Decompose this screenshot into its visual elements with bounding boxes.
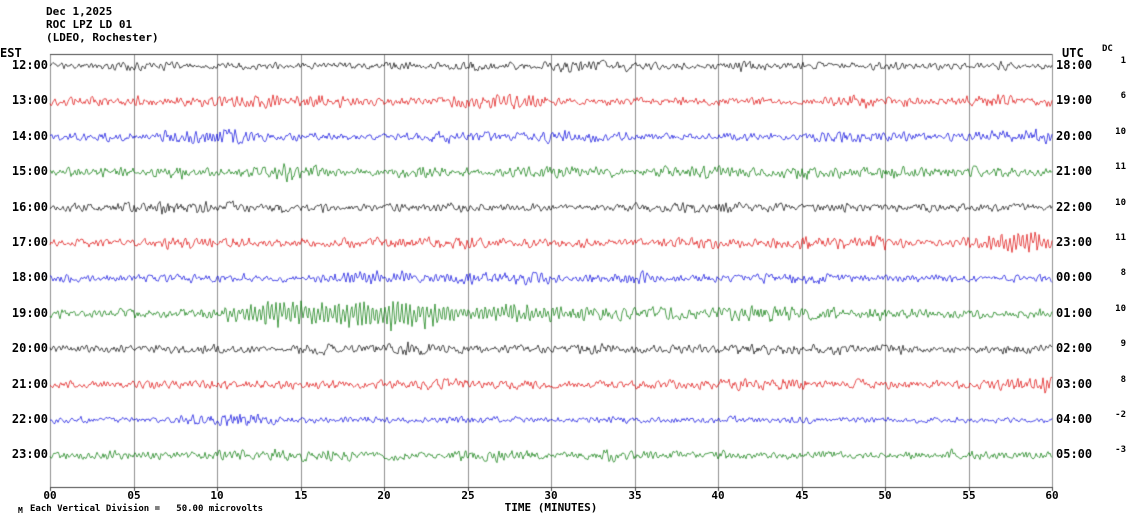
row-dc-value: 11 <box>1115 162 1126 172</box>
header-location: (LDEO, Rochester) <box>46 31 159 44</box>
x-tick-label: 30 <box>544 489 558 502</box>
x-tick-label: 55 <box>962 489 976 502</box>
row-utc-label: 04:00 <box>1056 412 1093 426</box>
row-est-label: 17:00 <box>11 235 48 249</box>
row-est-label: 14:00 <box>11 129 48 143</box>
x-tick-label: 10 <box>210 489 224 502</box>
x-tick-label: 40 <box>711 489 725 502</box>
row-est-label: 15:00 <box>11 164 48 178</box>
row-utc-label: 21:00 <box>1056 164 1093 178</box>
row-est-label: 12:00 <box>11 58 48 72</box>
row-est-label: 21:00 <box>11 377 48 391</box>
x-tick-label: 00 <box>43 489 57 502</box>
x-tick-label: 35 <box>628 489 642 502</box>
header-station: ROC LPZ LD 01 <box>46 18 133 31</box>
x-tick-label: 20 <box>377 489 391 502</box>
row-dc-value: -2 <box>1115 410 1126 420</box>
row-dc-value: 11 <box>1115 233 1126 243</box>
x-tick-label: 15 <box>294 489 308 502</box>
row-utc-label: 05:00 <box>1056 447 1093 461</box>
row-est-label: 16:00 <box>11 200 48 214</box>
row-dc-value: 10 <box>1115 198 1126 208</box>
row-est-label: 20:00 <box>11 341 48 355</box>
row-dc-value: 8 <box>1120 375 1126 385</box>
row-utc-label: 19:00 <box>1056 93 1093 107</box>
row-est-label: 18:00 <box>11 270 48 284</box>
row-utc-label: 02:00 <box>1056 341 1093 355</box>
row-dc-value: -3 <box>1115 445 1126 455</box>
row-dc-value: 9 <box>1120 339 1126 349</box>
x-tick-label: 25 <box>461 489 475 502</box>
x-tick-label: 60 <box>1045 489 1059 502</box>
row-dc-value: 8 <box>1120 268 1126 278</box>
row-utc-label: 22:00 <box>1056 200 1093 214</box>
row-est-label: 23:00 <box>11 447 48 461</box>
scale-note: Each Vertical Division = 50.00 microvolt… <box>30 504 263 514</box>
row-est-label: 13:00 <box>11 93 48 107</box>
row-est-label: 19:00 <box>11 306 48 320</box>
x-tick-label: 05 <box>127 489 141 502</box>
row-utc-label: 03:00 <box>1056 377 1093 391</box>
row-utc-label: 23:00 <box>1056 235 1093 249</box>
row-dc-value: 10 <box>1115 304 1126 314</box>
row-est-label: 22:00 <box>11 412 48 426</box>
row-utc-label: 18:00 <box>1056 58 1093 72</box>
x-axis-title: TIME (MINUTES) <box>504 501 598 514</box>
row-dc-value: 10 <box>1115 127 1126 137</box>
dc-axis-label: DC <box>1102 44 1113 54</box>
row-utc-label: 20:00 <box>1056 129 1093 143</box>
row-utc-label: 01:00 <box>1056 306 1093 320</box>
utc-axis-label: UTC <box>1062 46 1084 60</box>
est-axis-label: EST <box>0 46 22 60</box>
scale-marker: M <box>18 506 23 515</box>
x-tick-label: 45 <box>795 489 809 502</box>
row-dc-value: 6 <box>1120 91 1126 101</box>
x-tick-label: 50 <box>878 489 892 502</box>
row-utc-label: 00:00 <box>1056 270 1093 284</box>
header-date: Dec 1,2025 <box>46 5 113 18</box>
row-dc-value: 1 <box>1120 56 1126 66</box>
